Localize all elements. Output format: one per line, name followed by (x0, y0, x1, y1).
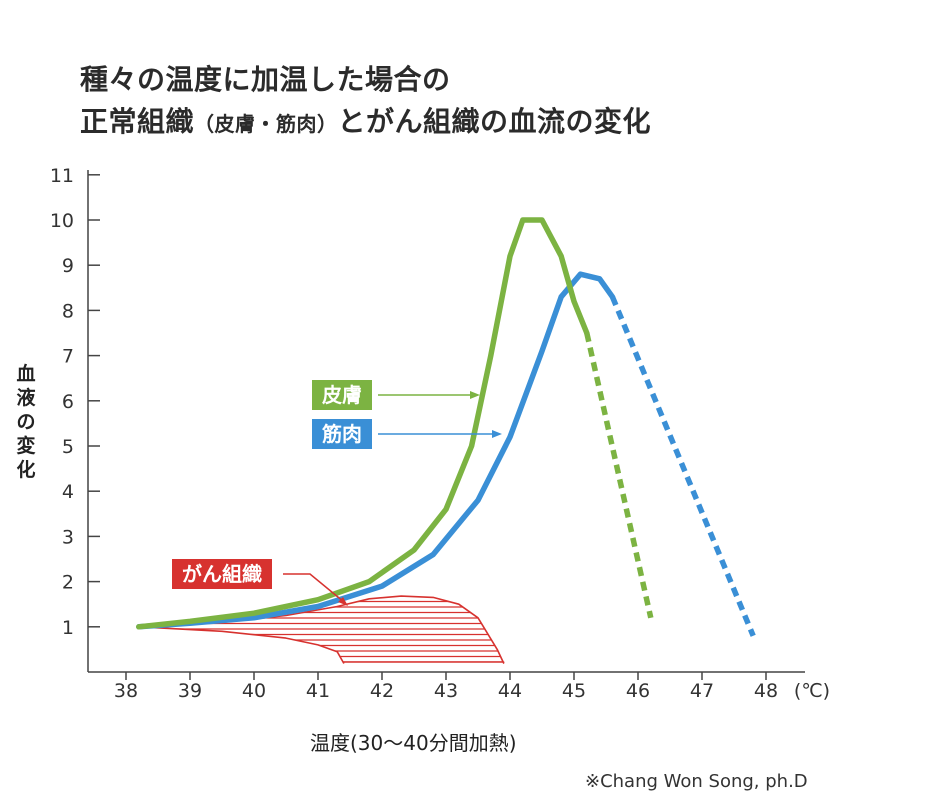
skin-line-solid (136, 217, 590, 630)
y-tick-label: 3 (62, 526, 74, 548)
x-tick-label: 40 (242, 680, 266, 702)
title-line-2-main: 正常組織 (80, 105, 195, 138)
x-tick-label: 47 (690, 680, 714, 702)
x-tick-label: 44 (498, 680, 522, 702)
y-tick-label: 11 (50, 165, 74, 187)
x-axis-unit: (℃) (794, 680, 830, 702)
muscle-line-dashed (609, 295, 756, 637)
y-tick-label: 4 (62, 481, 74, 503)
skin-leader-arrow (470, 391, 480, 399)
label-leaders (283, 391, 502, 606)
legend-label-cancer: がん組織 (172, 559, 272, 589)
source-credit: ※Chang Won Song, ph.D (585, 771, 808, 792)
x-axis-label: 温度(30〜40分間加熱) (310, 731, 517, 755)
legend-label-muscle: 筋肉 (312, 419, 372, 449)
y-tick-label: 7 (62, 346, 74, 368)
skin-line-dashed (584, 332, 654, 619)
x-tick-label: 38 (114, 680, 138, 702)
y-tick-label: 1 (62, 617, 74, 639)
x-tick-label: 45 (562, 680, 586, 702)
muscle-leader-arrow (492, 430, 502, 438)
legend-label-skin: 皮膚 (312, 380, 372, 410)
y-axis-label: 血液の変化 (16, 363, 36, 481)
x-tick-label: 39 (178, 680, 202, 702)
y-tick-label: 9 (62, 255, 74, 277)
y-tick-label: 2 (62, 572, 74, 594)
x-tick-label: 48 (754, 680, 778, 702)
chart-title-line-1: 種々の温度に加温した場合の (80, 58, 451, 98)
x-tick-label: 42 (370, 680, 394, 702)
cancer-leader (283, 573, 345, 603)
x-tick-label: 46 (626, 680, 650, 702)
x-tick-label: 43 (434, 680, 458, 702)
cancer-leader-arrow (338, 597, 348, 606)
x-tick-label: 41 (306, 680, 330, 702)
title-line-1-text: 種々の温度に加温した場合の (80, 63, 451, 96)
y-tick-label: 8 (62, 300, 74, 322)
cancer-outline (138, 595, 505, 664)
series-lines (136, 217, 756, 637)
y-tick-label: 5 (62, 436, 74, 458)
chart-title-line-2: 正常組織（皮膚・筋肉）とがん組織の血流の変化 (80, 100, 651, 140)
muscle-line-solid (136, 271, 616, 630)
y-tick-label: 6 (62, 391, 74, 413)
title-line-2-rest: とがん組織の血流の変化 (337, 105, 652, 138)
y-tick-label: 10 (50, 210, 74, 232)
title-line-2-paren: （皮膚・筋肉） (194, 112, 338, 136)
